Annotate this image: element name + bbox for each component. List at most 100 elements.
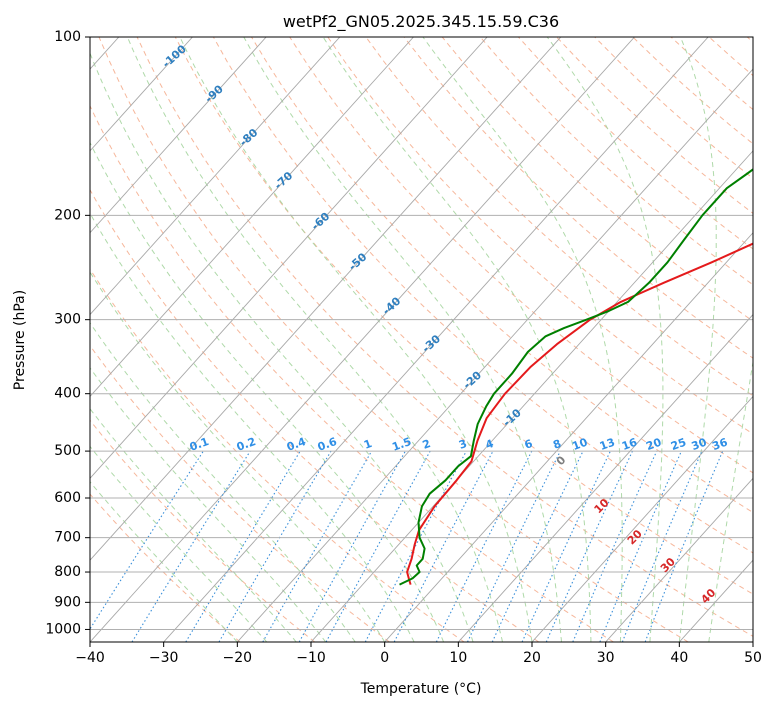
mixing-ratio-label: 1.5 [390,435,413,454]
moist-adiabat-line [90,407,297,642]
moist-adiabat-line [90,271,386,642]
mixing-ratio-label: 13 [598,436,617,453]
mixing-ratio-line [545,450,633,642]
mixing-ratio-label: 30 [690,436,709,454]
moist-adiabat-line [708,359,753,642]
mixing-ratio-line [435,450,533,642]
mixing-ratio-label: 16 [620,436,639,454]
mixing-ratio-label: 6 [523,437,535,452]
y-axis-label: Pressure (hPa) [12,290,28,390]
moist-adiabat-line [179,37,533,642]
moist-adiabat-line [90,367,327,642]
moist-adiabat-line [126,37,503,642]
pressure-gridlines [90,37,753,630]
isotherm-line [310,150,753,642]
mixing-ratio-label: 2 [421,437,433,452]
x-tick-label: 0 [380,650,389,666]
y-tick-label: 700 [54,530,81,546]
x-tick-label: −40 [75,650,105,666]
dry-adiabat-line [90,268,465,642]
y-tick-label: 300 [54,312,81,328]
x-axis-label: Temperature (°C) [360,681,482,697]
dry-adiabat-line [251,37,753,514]
x-tick-label: 50 [744,650,762,666]
mixing-ratio-line [325,450,431,642]
plot-frame [89,36,754,643]
y-axis-ticks: 100 200 300 400 500 600 700 800 900 1000 [45,29,90,637]
dry-adiabat-line [479,37,753,286]
moist-adiabat-line [546,37,664,642]
dry-adiabat-line [90,419,316,642]
dry-adiabat-line [90,188,540,642]
y-tick-label: 200 [54,207,81,223]
isotherm-line [90,37,562,561]
background-lines [90,37,753,642]
chart-title: wetPf2_GN05.2025.345.15.59.C36 [283,12,559,32]
mixing-ratio-line [131,450,251,642]
isotherm-line [163,37,709,642]
mixing-ratio-label: 0.1 [188,435,211,454]
dry-adiabat-line [365,37,753,397]
mixing-ratio-label: 1 [362,437,374,452]
x-tick-label: −20 [223,650,253,666]
y-tick-label: 900 [54,594,81,610]
x-tick-label: 30 [597,650,615,666]
isotherm-line [605,477,753,642]
profile-line-1 [406,242,753,585]
moist-adiabat-line [90,445,268,642]
isotherm-line [457,313,753,642]
x-tick-label: 40 [670,650,688,666]
dry-adiabat-line [136,37,753,637]
y-tick-label: 1000 [45,621,81,637]
mixing-ratio-line [644,450,724,642]
mixing-ratio-label: 0.4 [285,435,308,454]
mixing-ratio-line [621,450,703,642]
dry-adiabat-line [90,493,241,642]
dry-adiabat-line [441,37,753,322]
moist-adiabat-line [90,141,445,642]
isotherm-line [90,37,341,316]
moist-adiabat-line [243,37,562,642]
moist-adiabat-line [90,481,238,642]
x-tick-label: 10 [449,650,467,666]
isotherm-line [90,37,193,152]
y-tick-label: 600 [54,490,81,506]
x-tick-label: −10 [296,650,326,666]
x-axis-ticks: −40 −30 −20 −10 0 10 20 30 40 50 [75,642,762,666]
dry-adiabat-line [90,344,390,642]
moist-adiabat-line [678,37,717,642]
isotherm-line [90,37,267,234]
mixing-ratio-label: 10 [570,436,589,454]
isotherm-line [236,68,753,642]
isotherm-line [90,37,414,398]
moist-adiabat-line [422,37,623,642]
mixing-ratio-label: 0.6 [316,435,339,454]
mixing-ratio-label: 0.2 [235,435,258,454]
moist-adiabat-line [322,37,592,642]
mixing-ratio-line [599,450,682,642]
dry-adiabat-line [90,104,614,642]
dry-adiabat-line [98,37,689,642]
mixing-ratio-line [90,450,204,630]
mixing-ratio-line [364,450,467,642]
dry-adiabat-line [212,37,753,554]
mixing-ratio-label: 4 [484,437,496,452]
x-tick-label: −30 [149,650,179,666]
isotherm-line [90,37,635,642]
y-tick-label: 500 [54,443,81,459]
isotherm-line [90,37,488,479]
isotherm-line [531,395,753,642]
y-tick-label: 800 [54,564,81,580]
mixing-ratio-label: 8 [551,437,563,452]
isotherm-line [752,641,753,642]
mixing-ratio-line [572,450,658,642]
mixing-ratio-label: 36 [711,436,730,454]
mixing-ratio-label: 20 [644,436,663,454]
y-tick-label: 100 [54,29,81,45]
mixing-ratio-line [298,450,406,642]
x-tick-label: 20 [523,650,541,666]
y-tick-label: 400 [54,386,81,402]
moist-adiabat-line [90,51,474,642]
mixing-ratio-label: 3 [457,437,469,452]
